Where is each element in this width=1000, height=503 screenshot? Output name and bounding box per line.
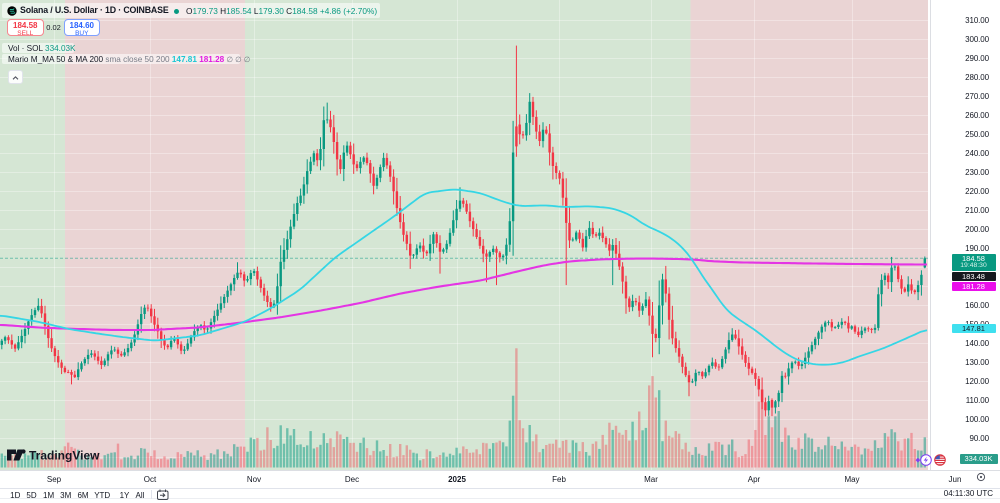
svg-text:TradingView: TradingView [29, 449, 100, 463]
